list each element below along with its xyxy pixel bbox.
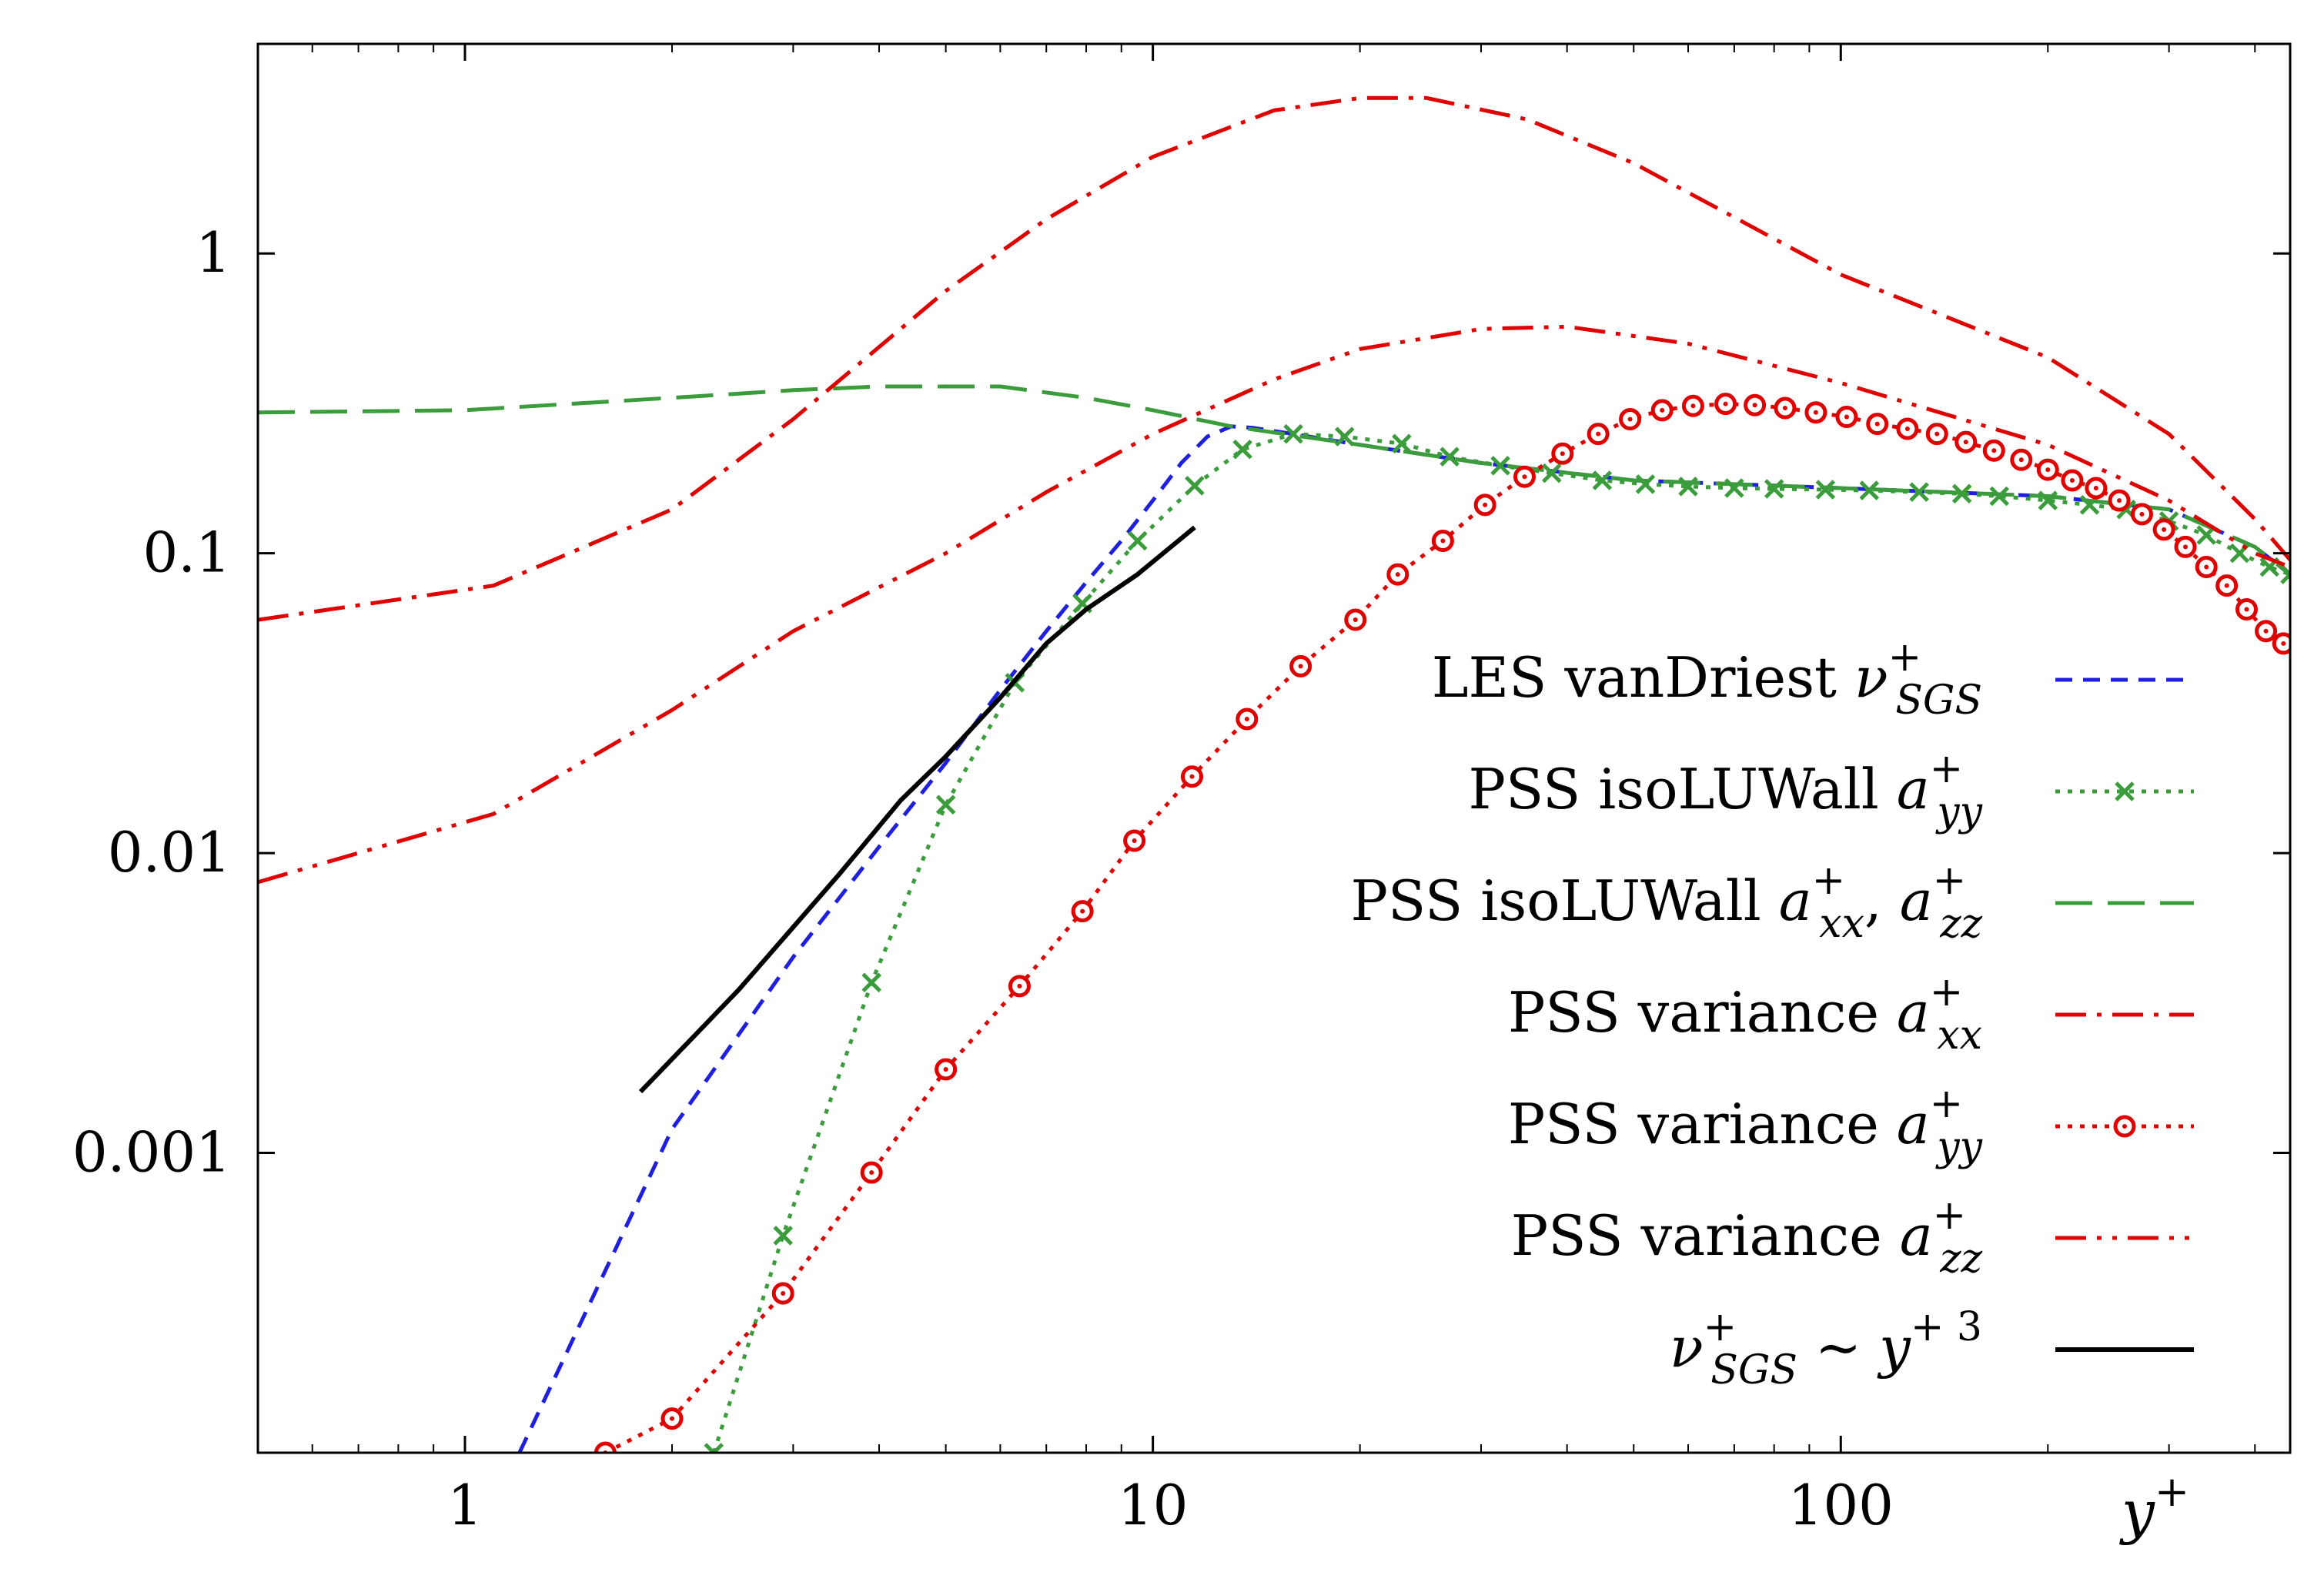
data-point-x: [1541, 463, 1562, 483]
data-point-dot: [2093, 485, 2098, 490]
data-point-circle: [594, 1441, 617, 1453]
data-point-dot: [869, 1170, 874, 1176]
data-point-x: [773, 1226, 793, 1246]
x-tick-label: 1: [447, 1473, 483, 1537]
data-point-dot: [2224, 583, 2229, 588]
data-point-x: [1490, 456, 1510, 476]
data-point-dot: [670, 1416, 675, 1421]
data-point-dot: [1660, 407, 1665, 413]
data-point-x: [861, 972, 881, 993]
series-3: [258, 95, 2290, 622]
y-tick-label: 1: [196, 220, 231, 285]
data-point-dot: [1963, 440, 1968, 445]
data-point-dot: [2162, 527, 2167, 532]
legend-label: LES vanDriest ν+ SGS: [1432, 634, 1982, 724]
legend-label: ν+ SGS ∼ y+ 3: [1670, 1304, 1982, 1393]
data-point-dot: [1244, 716, 1249, 721]
data-point-x: [1859, 480, 1880, 500]
x-tick-label: 10: [1118, 1473, 1189, 1537]
legend-marker-x: [2115, 781, 2135, 801]
data-point-dot: [943, 1066, 948, 1072]
series-2: [258, 384, 2290, 577]
data-point-dot: [1874, 421, 1880, 427]
legend-label: PSS isoLUWall a+ yy: [1469, 746, 1983, 835]
data-point-x: [1334, 427, 1355, 447]
data-point-dot: [1560, 451, 1565, 457]
data-point-x: [704, 1443, 724, 1453]
legend-label: PSS variance a+ yy: [1508, 1081, 1983, 1170]
series-0: [517, 424, 2290, 1453]
data-point-dot: [2281, 641, 2286, 646]
data-point-dot: [1844, 414, 1849, 420]
data-point-x: [1232, 440, 1252, 460]
data-point-dot: [1596, 431, 1601, 437]
y-tick-label: 0.01: [108, 820, 231, 885]
data-point-x: [1764, 479, 1784, 499]
data-point-x: [1815, 480, 1836, 500]
data-point-dot: [1934, 431, 1940, 437]
data-point-dot: [1395, 572, 1400, 577]
data-point-dot: [1813, 410, 1818, 415]
data-point-dot: [1782, 406, 1787, 411]
series-line: [258, 384, 2290, 577]
data-point-dot: [1522, 474, 1527, 480]
data-point-dot: [1440, 538, 1446, 544]
data-point-dot: [1752, 403, 1757, 408]
x-axis-title: y+: [2119, 1467, 2189, 1546]
data-point-dot: [1353, 617, 1358, 623]
series-line: [258, 324, 2290, 885]
data-point-x: [1909, 482, 1929, 502]
data-point-dot: [1189, 774, 1195, 779]
data-point-x: [1127, 530, 1148, 551]
data-point-dot: [2018, 457, 2024, 463]
data-point-x: [935, 795, 956, 815]
data-point-dot: [1690, 403, 1696, 409]
data-point-x: [1951, 483, 1972, 504]
series-layer: [258, 95, 2290, 1453]
legend: LES vanDriest ν+ SGS PSS isoLUWall a+ yy PSS…: [1351, 634, 2194, 1393]
data-point-dot: [1080, 908, 1085, 914]
series-line: [258, 95, 2290, 622]
data-point-dot: [1298, 664, 1303, 669]
data-point-x: [1592, 470, 1613, 490]
data-point-dot: [2117, 498, 2122, 503]
data-point-dot: [1723, 401, 1728, 406]
data-point-dot: [1991, 448, 1997, 453]
data-point-dot: [1627, 416, 1633, 422]
series-4: [594, 393, 2290, 1453]
series-line: [638, 525, 1196, 1094]
legend-label: PSS isoLUWall a+ xx, a+ zz: [1351, 858, 1983, 947]
data-point-dot: [781, 1291, 786, 1296]
series-5: [258, 324, 2290, 885]
data-point-dot: [1904, 427, 1910, 432]
legend-label: PSS variance a+ zz: [1511, 1193, 1983, 1282]
data-point-x: [1185, 476, 1205, 496]
data-point-dot: [2244, 607, 2249, 612]
data-point-dot: [1132, 838, 1137, 843]
legend-label: PSS variance a+ xx: [1508, 969, 1982, 1059]
data-point-x: [1440, 447, 1460, 467]
y-tick-label: 0.1: [142, 520, 231, 585]
data-point-dot: [2069, 478, 2075, 483]
data-point-dot: [2204, 564, 2209, 570]
data-point-x: [1283, 423, 1303, 444]
y-tick-label: 0.001: [72, 1120, 231, 1185]
data-point-dot: [2045, 467, 2051, 473]
ticks-layer: 1 10 100 1 0.1 0.01 0.001: [72, 44, 2290, 1537]
data-point-dot: [1017, 983, 1022, 989]
x-tick-label: 100: [1788, 1473, 1894, 1537]
data-point-x: [1635, 474, 1656, 494]
data-point-x: [1392, 433, 1412, 454]
data-point-dot: [2183, 544, 2189, 550]
legend-marker-dot: [2122, 1124, 2127, 1129]
data-point-dot: [1483, 502, 1488, 507]
data-point-dot: [2263, 628, 2269, 634]
data-point-dot: [2139, 511, 2145, 517]
plot-frame: [256, 42, 2292, 1454]
series-6: [638, 525, 1196, 1094]
series-line: [517, 424, 2290, 1453]
